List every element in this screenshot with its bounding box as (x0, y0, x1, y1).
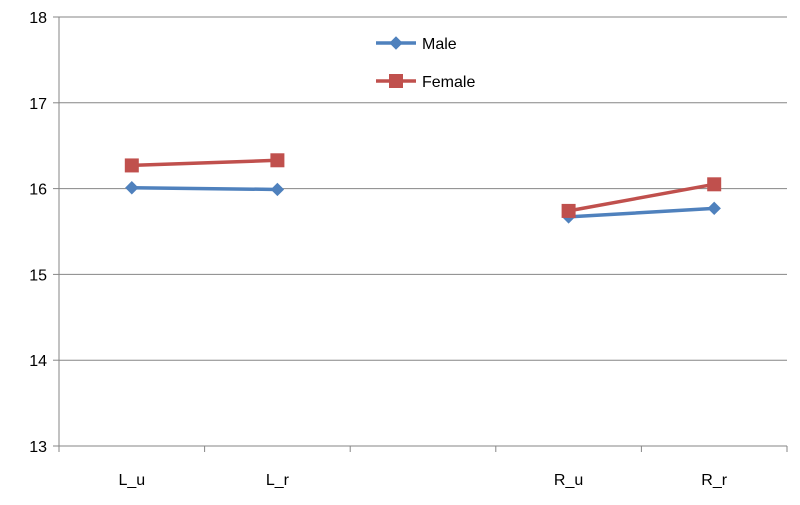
x-tick-label: L_r (266, 472, 290, 489)
series-line-segment (566, 206, 716, 219)
legend-item-female: Female (376, 74, 475, 91)
series-line-segment (566, 182, 716, 213)
data-point (561, 203, 576, 218)
legend-marker (389, 36, 403, 50)
legend-marker (389, 74, 403, 88)
series-line-segment (130, 185, 280, 192)
data-point (125, 181, 139, 195)
x-tick-labels: L_u L_r R_u R_r (118, 472, 727, 489)
y-tick-label: 15 (29, 267, 47, 284)
data-point (270, 153, 285, 168)
y-tick-label: 16 (29, 182, 47, 199)
y-tick-label: 18 (29, 10, 47, 27)
data-point (707, 177, 722, 192)
x-tick-label: R_u (554, 472, 583, 489)
legend-item-male: Male (376, 36, 457, 53)
x-tick-label: L_u (118, 472, 145, 489)
x-tick-label: R_r (701, 472, 727, 489)
axes (53, 16, 788, 452)
series-line-segment (130, 158, 280, 168)
y-tick-label: 14 (29, 353, 47, 370)
series-lines (124, 153, 722, 224)
data-point (270, 182, 285, 197)
series-female (124, 153, 722, 218)
data-point (124, 158, 139, 173)
y-tick-labels: 13 14 15 16 17 18 (29, 10, 47, 456)
legend-label: Female (422, 74, 475, 91)
y-tick-label: 17 (29, 96, 47, 113)
legend: Male Female (376, 36, 475, 91)
data-point (707, 201, 721, 216)
y-tick-label: 13 (29, 439, 47, 456)
legend-label: Male (422, 36, 457, 53)
series-male (125, 181, 721, 224)
